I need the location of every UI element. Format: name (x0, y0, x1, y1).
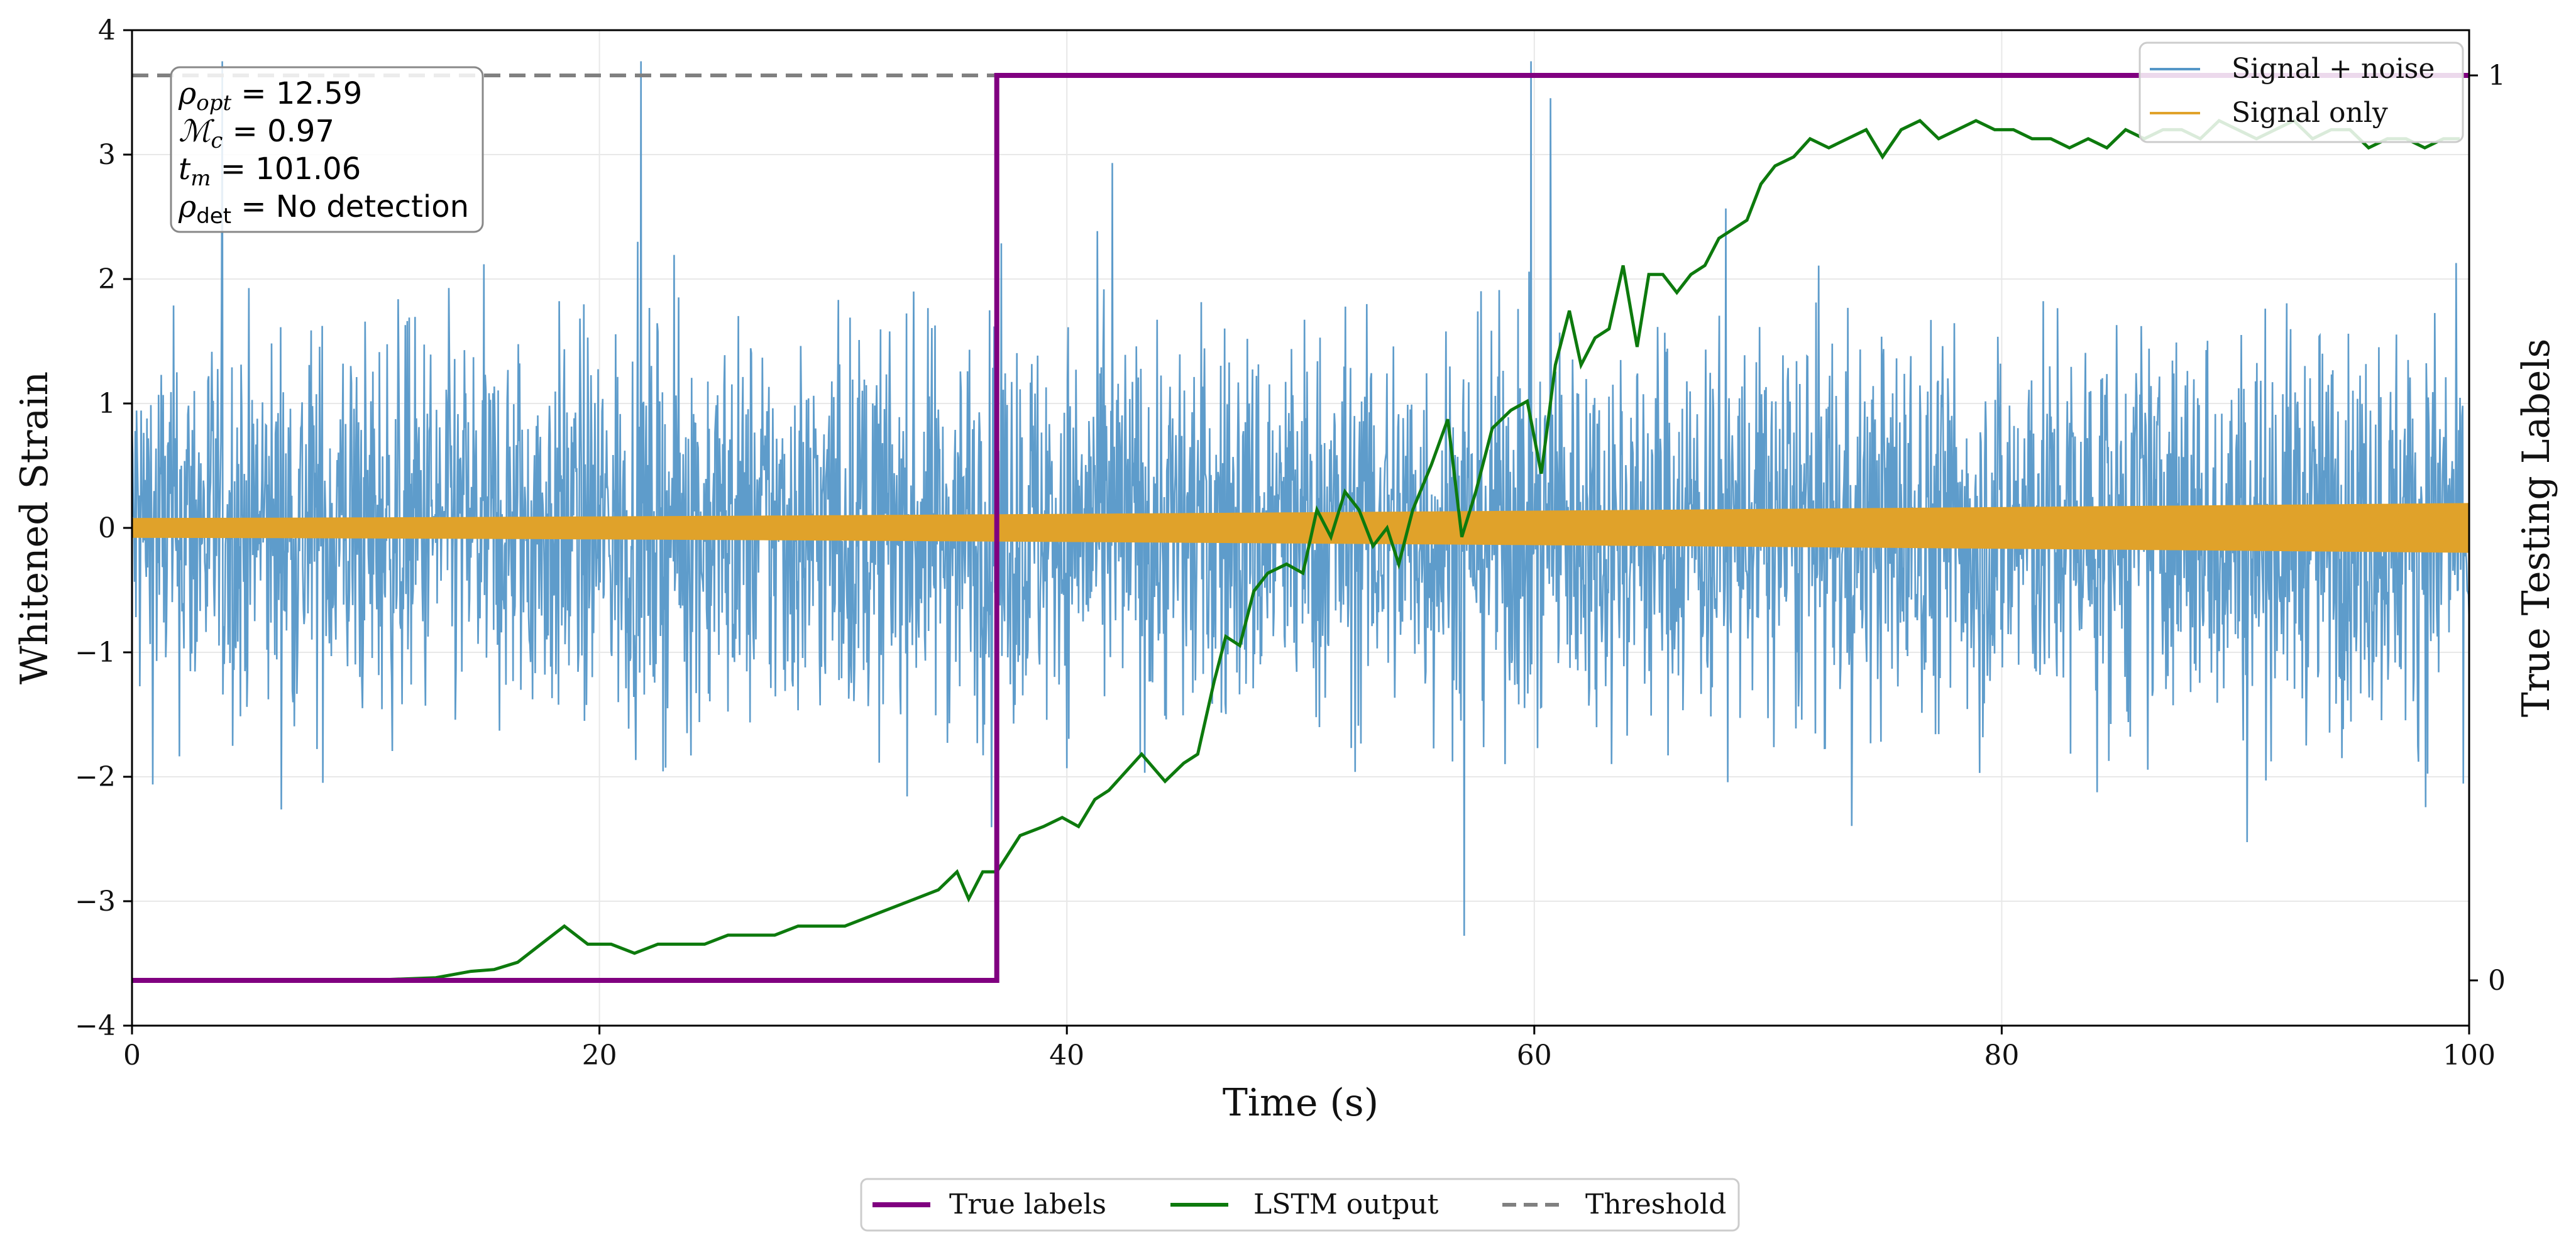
x-tick-label: 40 (1049, 1039, 1084, 1072)
y-tick-label: −4 (75, 1010, 116, 1042)
x-tick-label: 100 (2443, 1039, 2496, 1072)
lstm-output-series (132, 118, 2460, 982)
y-axis-title: Whitened Strain (13, 371, 57, 684)
true-labels-series (132, 73, 2469, 983)
svg-text:ρdet = No detection: ρdet = No detection (178, 189, 469, 229)
y-axis-left: −4 −3 −2 −1 0 1 2 3 4 (75, 14, 132, 1042)
legend-lower: True labels LSTM output Threshold (860, 1178, 1740, 1232)
rho-opt-value: 12.59 (276, 76, 362, 111)
legend-upper: Signal + noise Signal only (2138, 41, 2464, 143)
tm-value: 101.06 (255, 151, 361, 187)
legend-label-true-labels: True labels (949, 1188, 1106, 1220)
legend-label-signal-only: Signal only (2232, 97, 2388, 129)
svg-text:tm = 101.06: tm = 101.06 (179, 151, 361, 191)
svg-text:ℳc = 0.97: ℳc = 0.97 (179, 114, 334, 153)
y-tick-label: 1 (98, 388, 116, 420)
y-tick-label: 2 (98, 263, 116, 295)
rho-det-value: No detection (276, 189, 469, 224)
y-tick-label: 4 (98, 14, 116, 47)
legend-label-lstm-output: LSTM output (1253, 1188, 1439, 1220)
info-box: ρopt = 12.59 ℳc = 0.97 tm = 101.06 ρdet … (170, 66, 484, 233)
legend-label-threshold: Threshold (1585, 1188, 1726, 1220)
y-right-tick-label: 1 (2488, 60, 2506, 92)
signal-plus-noise-series (132, 61, 2469, 936)
y-tick-label: −1 (75, 637, 116, 669)
y-right-tick-label: 0 (2488, 965, 2506, 997)
svg-text:ρopt = 12.59: ρopt = 12.59 (178, 76, 362, 116)
x-tick-label: 20 (582, 1039, 617, 1072)
y-tick-label: −2 (75, 761, 116, 793)
legend-label-signal-plus-noise: Signal + noise (2232, 53, 2435, 85)
signal-only-series (132, 503, 2469, 553)
mc-value: 0.97 (267, 114, 334, 149)
y-axis-right-title: True Testing Labels (2514, 339, 2558, 718)
y-tick-label: 0 (98, 512, 116, 544)
x-tick-label: 0 (123, 1039, 141, 1072)
y-tick-label: −3 (75, 885, 116, 918)
x-axis: 0 20 40 60 80 100 (123, 1026, 2496, 1072)
y-axis-right: 01 (2469, 60, 2506, 997)
x-tick-label: 60 (1517, 1039, 1552, 1072)
y-tick-label: 3 (98, 139, 116, 171)
x-tick-label: 80 (1984, 1039, 2019, 1072)
x-axis-title: Time (s) (1223, 1081, 1379, 1125)
